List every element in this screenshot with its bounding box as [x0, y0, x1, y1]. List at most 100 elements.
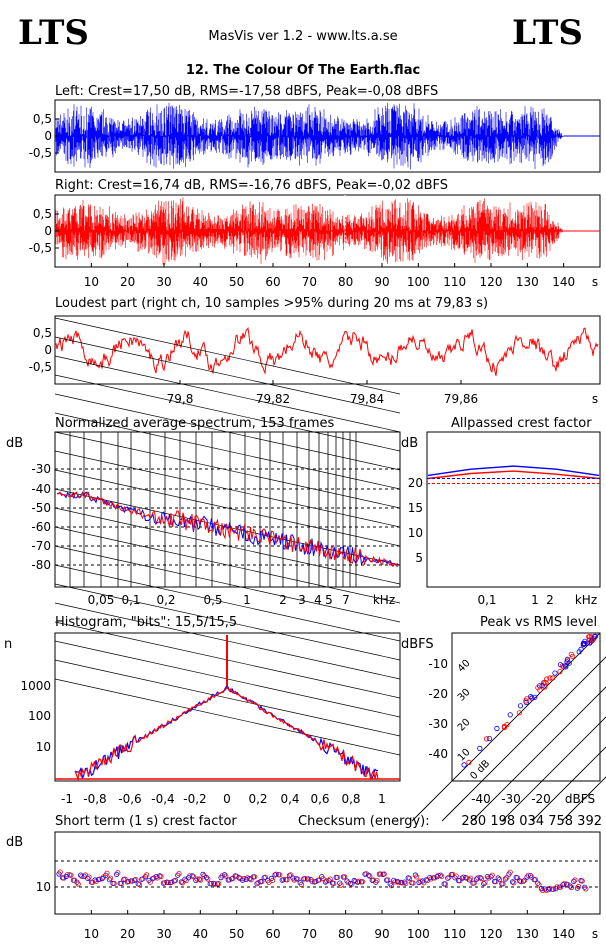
peakrms-point — [501, 724, 508, 731]
histogram-ytick: 10 — [36, 740, 51, 754]
histogram-xtick: 0,2 — [248, 792, 267, 806]
shortcrest-xtick: 140 — [552, 927, 575, 941]
shortcrest-frame — [54, 831, 601, 915]
shortcrest-ytick: 10 — [36, 880, 51, 894]
shortcrest-ylabel: dB — [6, 835, 23, 850]
app-title: MasVis ver 1.2 - www.lts.a.se — [208, 29, 397, 44]
shortcrest-xtick: 110 — [443, 927, 466, 941]
shortcrest-point — [471, 880, 477, 886]
peakrms-point — [539, 683, 545, 689]
loudest-title: Loudest part (right ch, 10 samples >95% … — [55, 296, 488, 311]
right-ytick: 0,5 — [33, 207, 52, 221]
peakrms-point — [532, 694, 538, 700]
right-title: Right: Crest=16,74 dB, RMS=-16,76 dBFS, … — [55, 178, 448, 193]
shortcrest-point — [493, 879, 499, 885]
spectrum-slope-line — [54, 659, 401, 737]
shortcrest-xtick: 40 — [193, 927, 208, 941]
peakrms-ytick: -30 — [428, 717, 448, 731]
checksum-value: 280 198 034 758 392 — [461, 814, 602, 829]
shortcrest-point — [286, 872, 292, 879]
shortcrest-point — [147, 879, 153, 885]
histogram-xtick: 0,6 — [310, 792, 329, 806]
shortcrest-point — [259, 878, 265, 885]
shortcrest-point — [554, 884, 560, 890]
shortcrest-point — [550, 886, 557, 892]
peakrms-point — [569, 653, 576, 659]
shortcrest-point — [269, 877, 276, 884]
shortcrest-xtick: 70 — [302, 927, 317, 941]
spectrum-left-line — [57, 491, 398, 568]
shortcrest-point — [542, 886, 548, 892]
peakrms-point — [550, 675, 556, 681]
peakrms-point — [557, 662, 564, 668]
peakrms-point — [516, 710, 523, 716]
right-xtick: 130 — [516, 275, 539, 289]
shortcrest-point — [280, 876, 286, 883]
shortcrest-point — [68, 872, 74, 878]
histogram-xtick: 0,4 — [280, 792, 299, 806]
peakrms-point — [486, 735, 492, 742]
right-ytick: 0 — [44, 224, 52, 238]
crest-ytick: 5 — [415, 551, 423, 565]
crest-series-0 — [427, 465, 600, 477]
spectrum-xtick: 7 — [342, 593, 350, 607]
histogram-xtick: -0,8 — [83, 792, 106, 806]
shortcrest-point — [571, 878, 577, 885]
shortcrest-point — [532, 876, 539, 883]
shortcrest-point — [106, 877, 113, 883]
shortcrest-point — [255, 879, 261, 886]
shortcrest-point — [495, 875, 501, 881]
peakrms-point — [540, 680, 547, 686]
spectrum-slope-line — [54, 317, 401, 395]
peakrms-ytick: -10 — [428, 657, 448, 671]
spectrum-xtick: 0,1 — [121, 593, 140, 607]
right-xtick: 30 — [156, 275, 171, 289]
spectrum-ytick: -80 — [31, 558, 51, 572]
crest-ylabel: dB — [401, 436, 418, 451]
shortcrest-point — [211, 880, 217, 886]
right-xtick: 100 — [407, 275, 430, 289]
logo-left: LTS — [18, 13, 89, 53]
shortcrest-point — [327, 876, 333, 882]
shortcrest-point — [115, 870, 121, 876]
peakrms-point — [588, 638, 595, 644]
crest-series-1 — [427, 470, 600, 480]
shortcrest-point — [507, 869, 513, 875]
track-title: 12. The Colour Of The Earth.flac — [186, 63, 420, 78]
peakrms-point — [576, 649, 582, 655]
shortcrest-point — [367, 873, 373, 879]
shortcrest-point — [460, 874, 466, 880]
shortcrest-point — [520, 878, 527, 884]
shortcrest-point — [118, 880, 125, 887]
shortcrest-point — [410, 880, 416, 886]
peakrms-diag-label: 40 — [456, 658, 473, 675]
histogram-left-line — [74, 685, 379, 780]
spectrum-xtick: 0,05 — [88, 593, 115, 607]
histogram-xtick: -0,2 — [183, 792, 206, 806]
shortcrest-point — [403, 880, 409, 886]
loudest-xunit: s — [592, 392, 598, 406]
shortcrest-point — [481, 880, 487, 887]
shortcrest-point — [262, 874, 268, 880]
peakrms-point — [552, 670, 558, 676]
shortcrest-point — [305, 876, 312, 882]
shortcrest-point — [216, 880, 222, 887]
shortcrest-point — [377, 871, 384, 877]
shortcrest-point — [309, 878, 315, 885]
shortcrest-point — [568, 884, 575, 891]
shortcrest-point — [165, 879, 171, 886]
spectrum-slope-line — [54, 507, 401, 585]
peakrms-frame — [451, 632, 601, 782]
shortcrest-point — [536, 882, 542, 888]
shortcrest-point — [338, 882, 344, 888]
shortcrest-point — [352, 878, 358, 885]
peakrms-point — [537, 687, 543, 693]
shortcrest-xtick: 60 — [265, 927, 280, 941]
loudest-xtick: 79,84 — [350, 392, 384, 406]
spectrum-ytick: -70 — [31, 539, 51, 553]
shortcrest-xtick: 50 — [229, 927, 244, 941]
shortcrest-point — [302, 875, 308, 882]
shortcrest-point — [252, 874, 258, 880]
shortcrest-point — [111, 880, 117, 887]
peakrms-ytick: -40 — [428, 747, 448, 761]
